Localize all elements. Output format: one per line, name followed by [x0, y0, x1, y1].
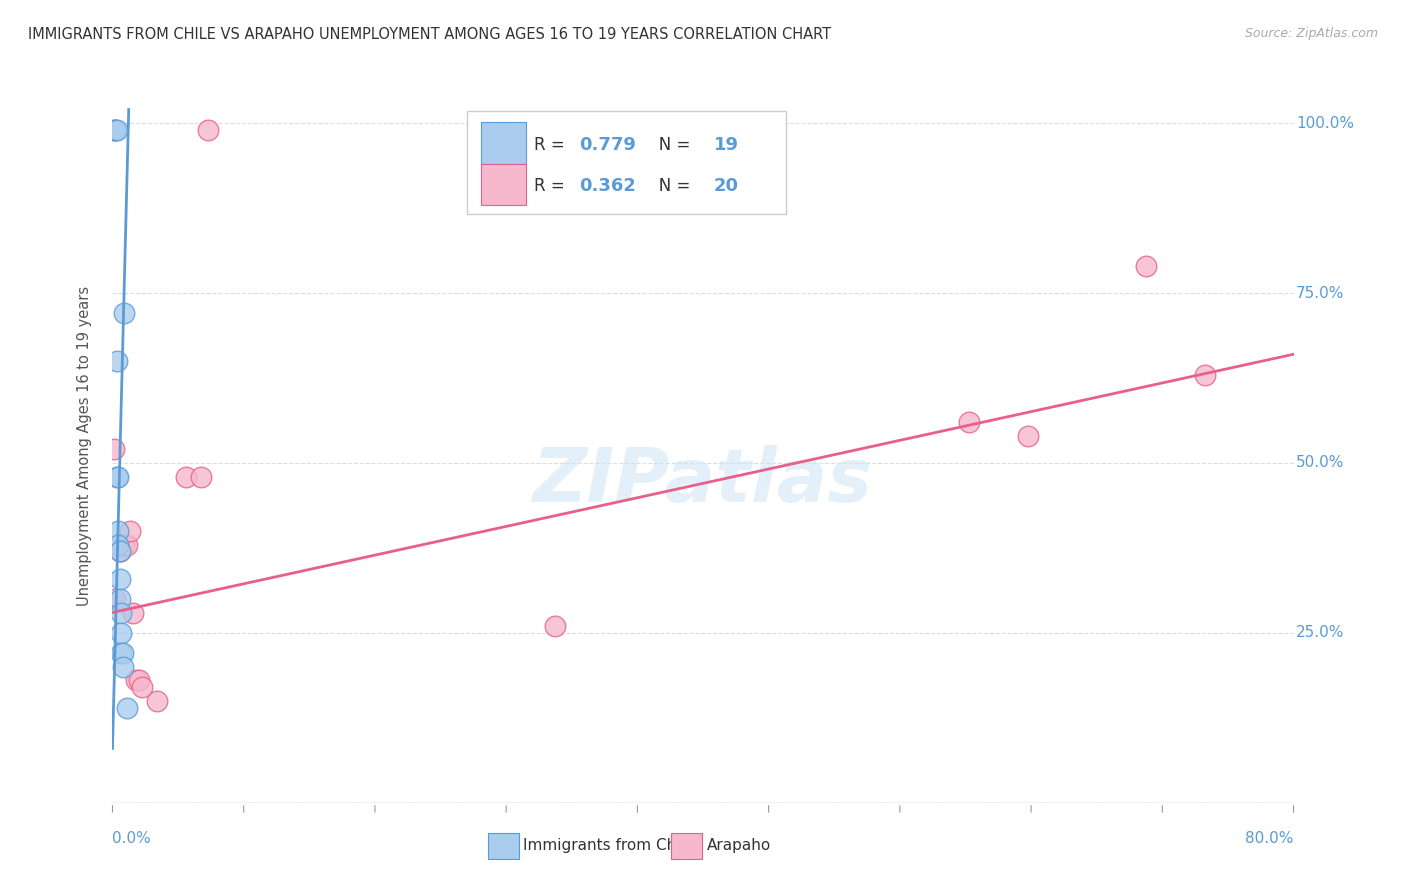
Text: 50.0%: 50.0%	[1296, 456, 1344, 470]
Text: 100.0%: 100.0%	[1296, 116, 1354, 131]
Point	[107, 524, 129, 538]
Text: 80.0%: 80.0%	[1246, 831, 1294, 847]
Point	[105, 469, 128, 483]
Text: 20: 20	[714, 178, 738, 195]
Point	[1194, 368, 1216, 382]
FancyBboxPatch shape	[481, 164, 526, 205]
Text: 0.779: 0.779	[579, 136, 636, 154]
Text: 19: 19	[714, 136, 738, 154]
Point	[111, 660, 134, 674]
Text: Source: ZipAtlas.com: Source: ZipAtlas.com	[1244, 27, 1378, 40]
Text: N =: N =	[643, 136, 696, 154]
Point	[108, 591, 131, 606]
Point	[122, 606, 145, 620]
FancyBboxPatch shape	[481, 122, 526, 164]
Point	[117, 700, 138, 714]
Text: 75.0%: 75.0%	[1296, 285, 1344, 301]
Point	[105, 123, 128, 137]
Point	[110, 606, 132, 620]
Point	[120, 524, 142, 538]
Point	[174, 469, 197, 483]
Text: 25.0%: 25.0%	[1296, 625, 1344, 640]
Text: R =: R =	[534, 178, 569, 195]
Point	[1017, 429, 1039, 443]
Point	[108, 544, 131, 558]
Point	[190, 469, 212, 483]
Point	[108, 572, 131, 586]
Point	[103, 123, 125, 137]
Point	[107, 469, 129, 483]
Point	[544, 619, 567, 633]
Point	[111, 646, 134, 660]
Text: R =: R =	[534, 136, 569, 154]
Text: Immigrants from Chile: Immigrants from Chile	[523, 838, 695, 853]
Point	[117, 537, 138, 551]
Point	[104, 123, 127, 137]
Text: Arapaho: Arapaho	[707, 838, 770, 853]
Point	[110, 626, 132, 640]
Point	[112, 537, 135, 551]
Text: 0.362: 0.362	[579, 178, 636, 195]
Point	[957, 415, 980, 429]
Point	[107, 537, 129, 551]
FancyBboxPatch shape	[488, 833, 519, 859]
Point	[108, 544, 131, 558]
Point	[112, 306, 135, 320]
FancyBboxPatch shape	[467, 111, 786, 214]
Point	[1135, 259, 1157, 273]
Point	[105, 354, 128, 368]
Text: ZIPatlas: ZIPatlas	[533, 445, 873, 518]
Point	[125, 673, 148, 688]
Text: IMMIGRANTS FROM CHILE VS ARAPAHO UNEMPLOYMENT AMONG AGES 16 TO 19 YEARS CORRELAT: IMMIGRANTS FROM CHILE VS ARAPAHO UNEMPLO…	[28, 27, 831, 42]
Y-axis label: Unemployment Among Ages 16 to 19 years: Unemployment Among Ages 16 to 19 years	[77, 286, 91, 606]
Point	[131, 680, 153, 694]
Point	[108, 544, 131, 558]
Text: 0.0%: 0.0%	[112, 831, 152, 847]
FancyBboxPatch shape	[671, 833, 702, 859]
Point	[104, 123, 127, 137]
Point	[146, 694, 169, 708]
Point	[103, 442, 125, 457]
Point	[128, 673, 150, 688]
Text: N =: N =	[643, 178, 696, 195]
Point	[197, 123, 219, 137]
Point	[104, 591, 127, 606]
Point	[110, 646, 132, 660]
